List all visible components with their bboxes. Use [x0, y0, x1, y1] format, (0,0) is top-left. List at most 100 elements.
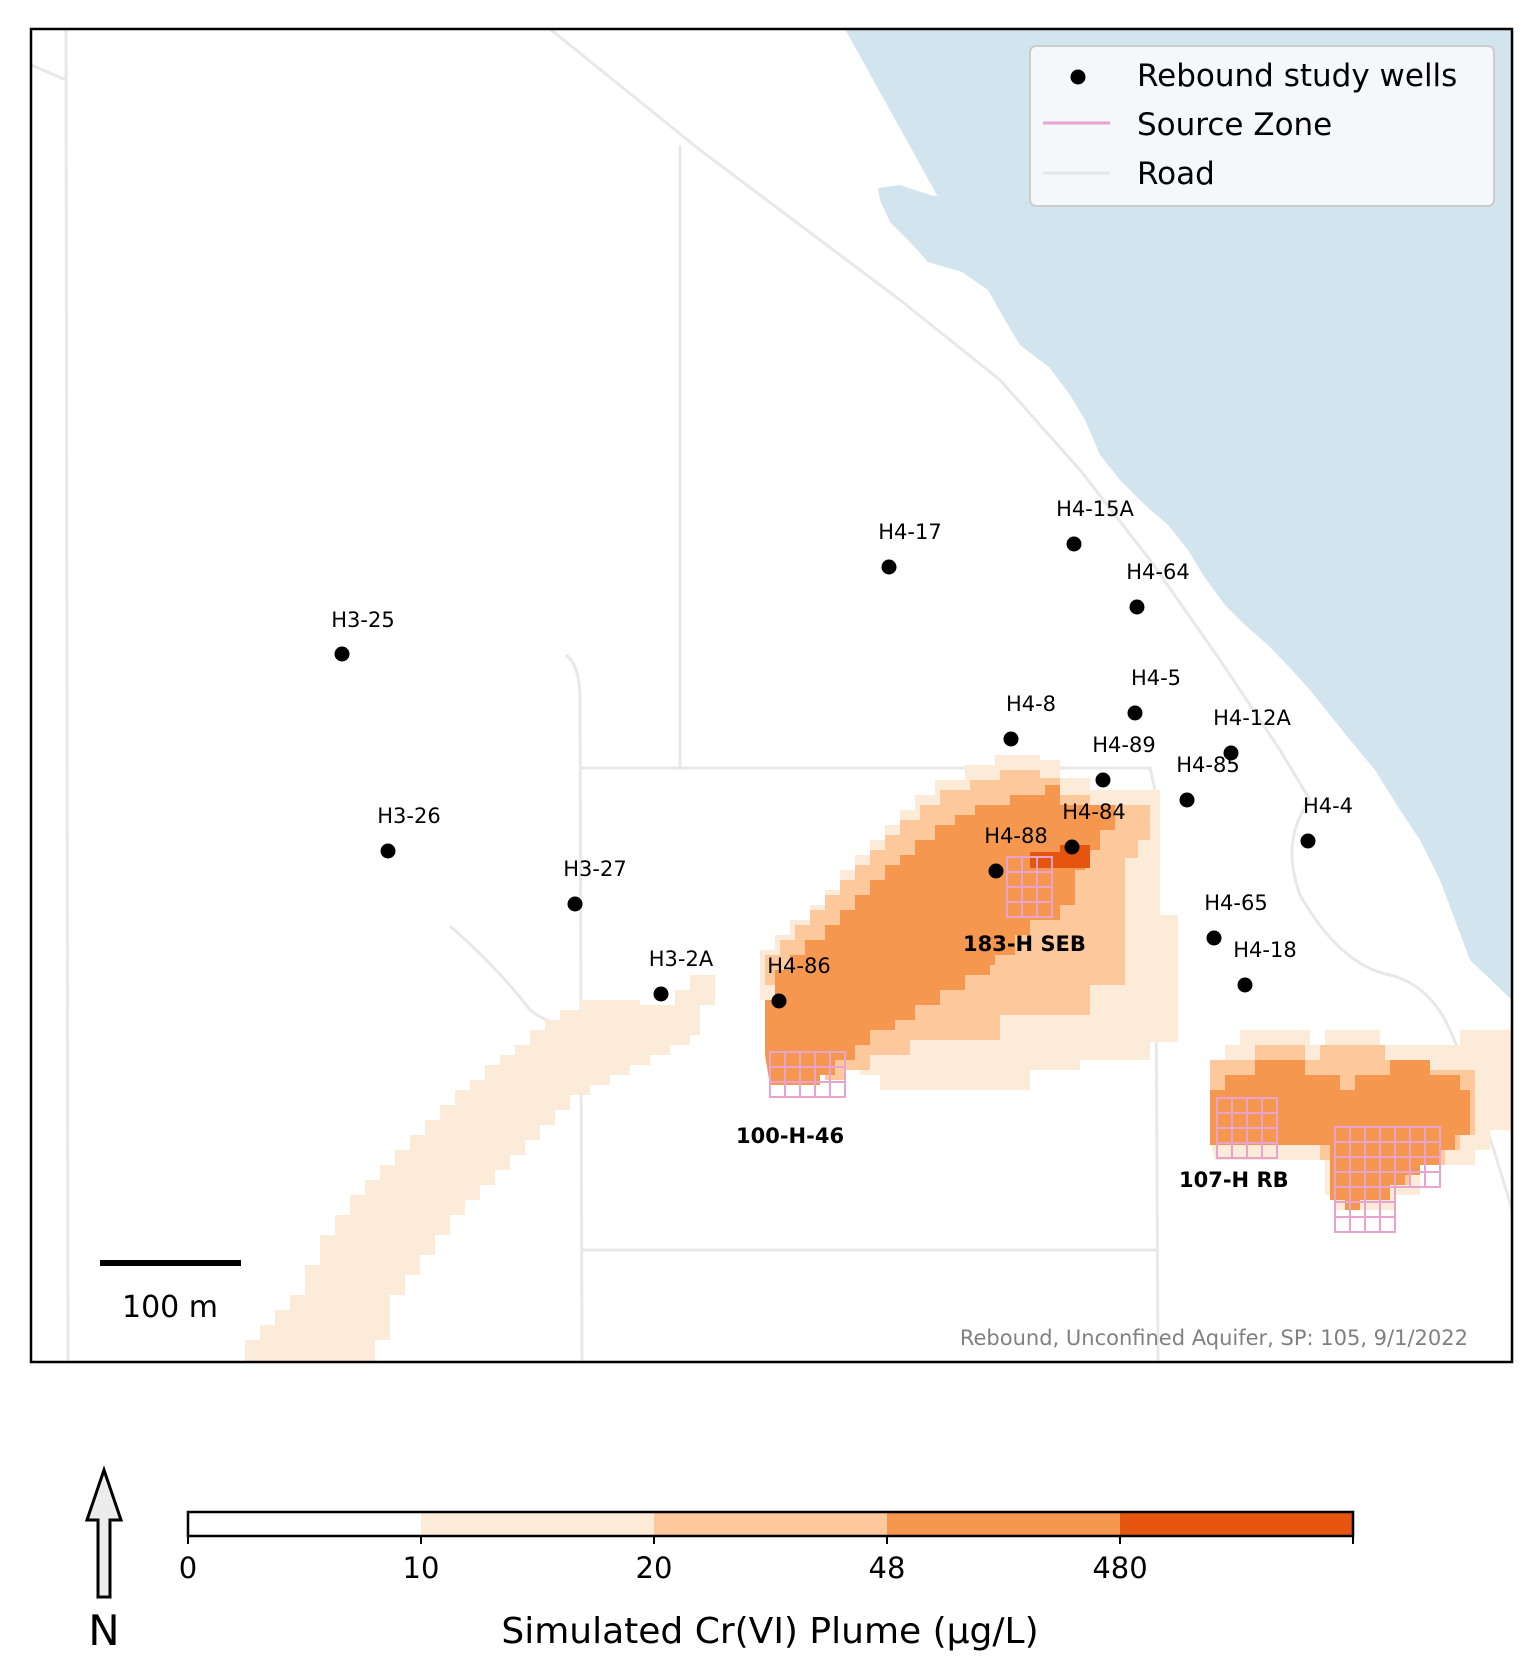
road	[31, 63, 67, 82]
well-label: H4-65	[1204, 891, 1267, 915]
well-marker[interactable]	[1179, 792, 1195, 808]
well-label: H4-15A	[1056, 497, 1134, 521]
zone-label-183h-seb: 183-H SEB	[963, 932, 1086, 956]
well-label: H4-12A	[1213, 706, 1291, 730]
cr-vi-plume	[245, 755, 1512, 1362]
well-h3-25[interactable]: H3-25	[331, 608, 395, 662]
well-marker[interactable]	[1237, 977, 1253, 993]
well-label: H4-64	[1126, 560, 1189, 584]
north-label: N	[88, 1606, 119, 1655]
river-water	[845, 29, 1512, 1000]
well-marker[interactable]	[380, 843, 396, 859]
well-marker[interactable]	[1206, 930, 1222, 946]
well-label: H3-2A	[649, 947, 714, 971]
plume-cell-group	[765, 785, 1115, 1085]
well-label: H4-17	[878, 520, 941, 544]
well-label: H3-26	[377, 804, 440, 828]
source-zone-grid	[769, 1051, 846, 1098]
source-zone-cell	[829, 1081, 846, 1098]
colorbar-frame	[186, 1510, 1355, 1538]
wells-layer: H3-25 H3-26 H3-27 H3-2A H4-86 H4-88 H4-84 H4-89…	[331, 497, 1353, 1009]
source-zone-grid	[1334, 1186, 1396, 1233]
north-arrow: N	[84, 1465, 124, 1655]
road	[549, 29, 1312, 801]
road	[580, 766, 1160, 1362]
well-label: H4-84	[1062, 800, 1125, 824]
well-marker[interactable]	[1064, 839, 1080, 855]
colorbar-tick-label: 480	[1092, 1551, 1147, 1585]
well-label: H3-27	[563, 857, 626, 881]
well-marker[interactable]	[988, 863, 1004, 879]
legend-wells-label: Rebound study wells	[1137, 58, 1457, 94]
well-h3-26[interactable]: H3-26	[377, 804, 441, 859]
colorbar-title: Simulated Cr(VI) Plume (µg/L)	[501, 1611, 1038, 1652]
well-h4-4[interactable]: H4-4	[1300, 794, 1354, 849]
colorbar-tick-label: 20	[636, 1551, 673, 1585]
colorbar-bin	[1120, 1512, 1353, 1536]
well-label: H4-8	[1006, 692, 1056, 716]
well-h3-27[interactable]: H3-27	[563, 857, 627, 912]
colorbar-bin	[887, 1512, 1120, 1536]
map-frame	[29, 27, 1514, 1364]
colorbar-tick-label: 10	[403, 1551, 440, 1585]
river-bay	[878, 185, 1052, 262]
well-h4-17[interactable]: H4-17	[878, 520, 942, 575]
well-h4-89[interactable]: H4-89	[1092, 733, 1156, 788]
well-label: H4-18	[1233, 938, 1296, 962]
well-marker[interactable]	[771, 993, 787, 1009]
well-marker[interactable]	[1066, 536, 1082, 552]
well-h4-5[interactable]: H4-5	[1127, 666, 1182, 721]
legend: Rebound study wells Source Zone Road	[1029, 45, 1495, 207]
well-marker[interactable]	[567, 896, 583, 912]
legend-well-marker	[1070, 69, 1086, 85]
source-zone-grid	[1216, 1097, 1278, 1159]
well-h4-12a[interactable]: H4-12A	[1213, 706, 1292, 761]
well-h4-15a[interactable]: H4-15A	[1056, 497, 1135, 552]
well-marker[interactable]	[334, 646, 350, 662]
well-h4-84[interactable]: H4-84	[1062, 800, 1126, 855]
source-zone-cell	[1036, 901, 1053, 918]
well-marker[interactable]	[1095, 772, 1111, 788]
well-marker[interactable]	[1127, 705, 1143, 721]
well-label: H4-85	[1176, 753, 1239, 777]
well-marker[interactable]	[1129, 599, 1145, 615]
colorbar-bin	[188, 1512, 421, 1536]
colorbar: 0 10 20 48 480 Simulated Cr(VI) Plume (µg/L)	[179, 1510, 1355, 1652]
well-h4-8[interactable]: H4-8	[1003, 692, 1057, 747]
well-label: H4-5	[1131, 666, 1181, 690]
plume-cell-group	[1210, 1060, 1470, 1185]
legend-road-label: Road	[1137, 156, 1215, 192]
well-marker[interactable]	[1003, 731, 1019, 747]
well-marker[interactable]	[881, 559, 897, 575]
well-marker[interactable]	[653, 986, 669, 1002]
well-h4-65[interactable]: H4-65	[1204, 891, 1268, 946]
well-marker[interactable]	[1223, 745, 1239, 761]
source-zone-cell	[1349, 1216, 1366, 1233]
north-arrow-icon	[84, 1465, 124, 1599]
well-marker[interactable]	[1300, 833, 1316, 849]
well-h4-18[interactable]: H4-18	[1233, 938, 1297, 993]
map-area	[31, 29, 1512, 1362]
source-zone-grid	[1006, 856, 1053, 918]
well-h4-88[interactable]: H4-88	[984, 824, 1048, 879]
well-h4-64[interactable]: H4-64	[1126, 560, 1190, 615]
colorbar-bin	[654, 1512, 887, 1536]
zone-label-100h46: 100-H-46	[736, 1124, 844, 1148]
legend-box	[1029, 45, 1495, 207]
source-zone-cell	[1379, 1216, 1396, 1233]
source-zone-cell	[1424, 1171, 1441, 1188]
zone-label-107h-rb: 107-H RB	[1179, 1168, 1289, 1192]
road	[565, 653, 584, 1362]
well-h4-86[interactable]: H4-86	[767, 954, 831, 1009]
well-label: H3-25	[331, 608, 394, 632]
well-h4-85[interactable]: H4-85	[1176, 753, 1240, 808]
well-h3-2a[interactable]: H3-2A	[649, 947, 714, 1002]
map-caption: Rebound, Unconfined Aquifer, SP: 105, 9/…	[960, 1326, 1468, 1350]
source-zones	[769, 856, 1441, 1233]
colorbar-bin	[421, 1512, 654, 1536]
colorbar-tick-label: 0	[179, 1551, 197, 1585]
scale-bar-label: 100 m	[122, 1290, 218, 1325]
legend-source-zone-label: Source Zone	[1137, 107, 1332, 143]
well-label: H4-88	[984, 824, 1047, 848]
